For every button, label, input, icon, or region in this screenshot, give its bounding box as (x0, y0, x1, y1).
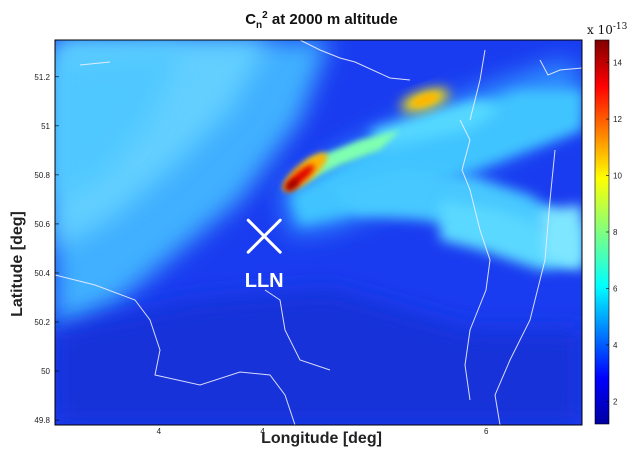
y-tick-label: 50.4 (34, 269, 50, 278)
border-lines (55, 40, 582, 425)
colorbar-tick-label: 8 (613, 228, 618, 237)
y-tick-label: 51.2 (34, 73, 50, 82)
colorbar-tick-labels: 2 4 6 8 10 12 14 (606, 59, 622, 406)
y-tick-label: 49.8 (34, 416, 50, 425)
colorbar-tick-label: 4 (613, 341, 618, 350)
colorbar-multiplier: x 10-13 (587, 22, 628, 37)
x-tick-label: 4 (260, 427, 265, 436)
x-tick-label: 6 (484, 427, 489, 436)
colorbar-tick-label: 6 (613, 284, 618, 293)
y-tick-label: 50.8 (34, 171, 50, 180)
colorbar-tick-label: 2 (613, 397, 618, 406)
y-axis-label: Latitude [deg] (9, 211, 26, 317)
y-tick-label: 50 (41, 367, 50, 376)
heatmap-field (55, 40, 582, 425)
x-tick-label: 4 (157, 427, 162, 436)
y-tick-labels: 51.2 51 50.8 50.6 50.4 50.2 50 49.8 (34, 73, 59, 425)
y-tick-label: 50.6 (34, 220, 50, 229)
marker-label: LLN (245, 270, 284, 292)
x-tick-labels: 4 4 6 (157, 427, 489, 436)
y-tick-label: 50.2 (34, 318, 50, 327)
colorbar-tick-label: 14 (613, 59, 622, 68)
y-tick-label: 51 (41, 122, 50, 131)
chart-title: Cn2 at 2000 m altitude (245, 10, 398, 31)
colorbar-tick-label: 12 (613, 115, 622, 124)
lln-marker (246, 218, 282, 254)
plot-frame (54, 39, 583, 426)
marker-stroke-2 (246, 218, 282, 254)
colorbar-tick-label: 10 (613, 172, 622, 181)
x-axis-label: Longitude [deg] (261, 430, 382, 447)
